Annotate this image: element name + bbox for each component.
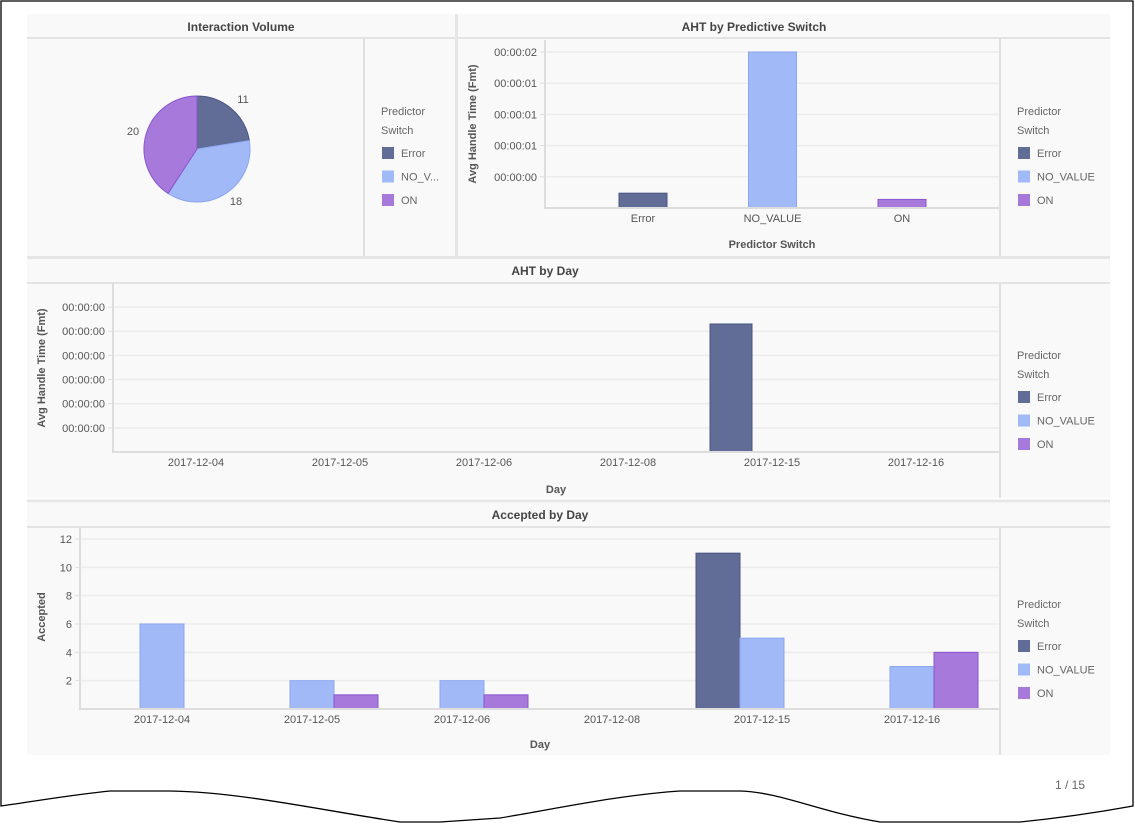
y-axis-title: Avg Handle Time (Fmt) <box>36 308 48 428</box>
y-axis-title: Accepted <box>36 592 48 642</box>
legend-item-on[interactable]: ON <box>401 195 418 207</box>
legend-swatch-error <box>1018 640 1030 652</box>
y-tick-label: 00:00:00 <box>62 326 105 338</box>
x-axis-title: Day <box>546 484 567 496</box>
x-tick-label: 2017-12-05 <box>312 457 368 469</box>
legend-item-on[interactable]: ON <box>1037 439 1054 451</box>
x-tick-label: 2017-12-04 <box>134 714 190 726</box>
x-tick-label: 2017-12-15 <box>734 714 790 726</box>
chart-panel <box>27 503 1110 755</box>
pie-slice-error[interactable] <box>196 95 250 150</box>
x-tick-label: 2017-12-04 <box>168 457 224 469</box>
legend-item-on[interactable]: ON <box>1037 195 1054 207</box>
y-tick-label: 00:00:01 <box>494 78 537 90</box>
x-tick-label: 2017-12-15 <box>744 457 800 469</box>
x-axis-title: Predictor Switch <box>729 239 816 251</box>
x-tick-label: 2017-12-05 <box>284 714 340 726</box>
legend-swatch-error <box>1018 147 1030 159</box>
pie-label: 11 <box>237 94 248 106</box>
legend-swatch-no_value <box>1018 663 1030 676</box>
bar-on-2017-12-16[interactable] <box>933 651 979 710</box>
y-tick-label: 00:00:01 <box>494 109 537 121</box>
y-tick-label: 6 <box>66 619 72 631</box>
legend-item-no_value[interactable]: NO_V... <box>401 172 439 184</box>
legend-swatch-no_value <box>1018 414 1030 427</box>
y-axis-title: Avg Handle Time (Fmt) <box>467 64 479 184</box>
legend-title: Switch <box>381 125 413 137</box>
chart-title: Interaction Volume <box>187 20 294 34</box>
bar-no_value-2017-12-05[interactable] <box>289 680 335 710</box>
bar-no_value[interactable] <box>748 51 797 209</box>
y-tick-label: 00:00:00 <box>62 375 105 387</box>
legend-swatch-no_value <box>382 170 394 183</box>
bar-error[interactable] <box>618 192 668 209</box>
page-number: 1 / 15 <box>1055 778 1085 792</box>
bar-no_value-2017-12-06[interactable] <box>439 680 485 710</box>
legend-title: Predictor <box>1017 106 1061 118</box>
legend-title: Predictor <box>1017 350 1061 362</box>
y-tick-label: 00:00:00 <box>62 350 105 362</box>
chart-title: Accepted by Day <box>492 508 589 522</box>
y-tick-label: 00:00:00 <box>494 172 537 184</box>
y-tick-label: 8 <box>66 591 72 603</box>
legend-swatch-no_value <box>1018 170 1030 183</box>
chart-panel <box>27 259 1110 498</box>
legend-title: Switch <box>1017 369 1049 381</box>
legend-swatch-error <box>1018 391 1030 403</box>
x-tick-label: Error <box>631 213 656 225</box>
y-tick-label: 10 <box>60 562 72 574</box>
pie-slice-on[interactable] <box>143 95 198 195</box>
y-tick-label: 00:00:00 <box>62 423 105 435</box>
chart-title: AHT by Day <box>511 264 579 278</box>
bar-error-2017-12-15[interactable] <box>695 552 741 710</box>
legend-title: Switch <box>1017 125 1049 137</box>
x-tick-label: 2017-12-08 <box>584 714 640 726</box>
y-tick-label: 00:00:02 <box>494 47 537 59</box>
bar-error-2017-12-15[interactable] <box>709 323 753 453</box>
legend-item-no_value[interactable]: NO_VALUE <box>1037 665 1095 677</box>
legend-item-error[interactable]: Error <box>401 148 426 160</box>
legend-swatch-on <box>1018 438 1030 450</box>
legend-item-error[interactable]: Error <box>1037 641 1062 653</box>
legend-title: Switch <box>1017 618 1049 630</box>
x-tick-label: 2017-12-16 <box>884 714 940 726</box>
legend-swatch-error <box>382 147 394 159</box>
x-tick-label: ON <box>894 213 911 225</box>
y-tick-label: 00:00:01 <box>494 141 537 153</box>
legend-swatch-on <box>1018 194 1030 206</box>
x-tick-label: NO_VALUE <box>744 213 802 225</box>
legend-title: Predictor <box>381 106 425 118</box>
legend-title: Predictor <box>1017 599 1061 611</box>
x-tick-label: 2017-12-06 <box>456 457 512 469</box>
legend-item-no_value[interactable]: NO_VALUE <box>1037 416 1095 428</box>
y-tick-label: 2 <box>66 676 72 688</box>
pie-label: 20 <box>127 126 139 138</box>
legend-item-error[interactable]: Error <box>1037 392 1062 404</box>
pie-label: 18 <box>230 196 242 208</box>
bar-no_value-2017-12-04[interactable] <box>139 623 185 710</box>
y-tick-label: 4 <box>66 647 72 659</box>
bar-on[interactable] <box>877 198 927 209</box>
y-tick-label: 12 <box>60 534 72 546</box>
bar-no_value-2017-12-15[interactable] <box>739 637 785 710</box>
pie-slice-no_value[interactable] <box>167 139 251 203</box>
legend-swatch-on <box>382 194 394 206</box>
bar-no_value-2017-12-16[interactable] <box>889 666 935 710</box>
x-axis-title: Day <box>530 739 551 751</box>
legend-item-on[interactable]: ON <box>1037 688 1054 700</box>
chart-title: AHT by Predictive Switch <box>682 20 827 34</box>
y-tick-label: 00:00:00 <box>62 399 105 411</box>
legend-item-no_value[interactable]: NO_VALUE <box>1037 172 1095 184</box>
bar-on-2017-12-05[interactable] <box>333 694 379 710</box>
x-tick-label: 2017-12-08 <box>600 457 656 469</box>
legend-swatch-on <box>1018 687 1030 699</box>
y-tick-label: 00:00:00 <box>62 302 105 314</box>
bar-on-2017-12-06[interactable] <box>483 694 529 710</box>
x-tick-label: 2017-12-16 <box>888 457 944 469</box>
legend-item-error[interactable]: Error <box>1037 148 1062 160</box>
x-tick-label: 2017-12-06 <box>434 714 490 726</box>
